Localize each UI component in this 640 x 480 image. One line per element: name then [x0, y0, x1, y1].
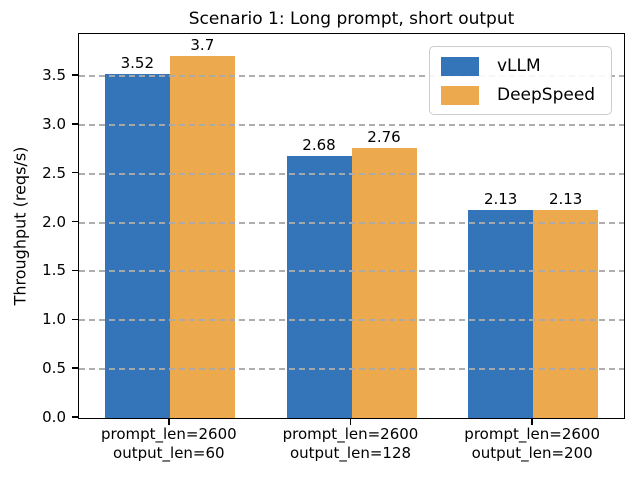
legend-entry-vllm: vLLM: [441, 56, 595, 76]
x-tick-label: prompt_len=2600 output_len=60: [69, 425, 269, 463]
y-tick-label: 0.0: [42, 408, 66, 426]
y-tick-mark: [72, 220, 78, 223]
bar-deepspeed-0: [169, 56, 235, 418]
legend-label: DeepSpeed: [497, 85, 596, 105]
bar-value-label: 2.13: [548, 189, 583, 208]
x-tick-label-line: output_len=200: [471, 444, 593, 462]
x-tick-label-line: output_len=128: [289, 444, 412, 462]
gridline-y-3: [79, 123, 624, 126]
y-tick-label: 1.0: [42, 310, 66, 329]
gridline-y-2.5: [79, 172, 624, 175]
bar-value-label: 3.52: [120, 54, 155, 73]
y-tick-label: 2.5: [42, 163, 66, 182]
y-tick-mark: [72, 416, 78, 418]
y-tick-mark: [72, 367, 78, 369]
y-tick-label: 1.5: [42, 261, 66, 280]
y-tick-label: 3.0: [42, 114, 66, 133]
y-tick-mark: [72, 269, 78, 272]
y-tick-label: 2.0: [42, 212, 66, 231]
x-tick-label-line: prompt_len=2600: [282, 425, 419, 443]
x-tick-mark: [168, 419, 170, 425]
gridline-y-0.5: [79, 368, 624, 371]
legend-entry-deepspeed: DeepSpeed: [441, 85, 595, 105]
gridline-y-2: [79, 221, 624, 224]
bar-vllm-0: [104, 74, 170, 418]
x-tick-label-line: prompt_len=2600: [100, 425, 237, 443]
x-tick-label: prompt_len=2600 output_len=128: [251, 425, 451, 463]
bar-deepspeed-1: [351, 148, 417, 418]
x-tick-label: prompt_len=2600 output_len=200: [432, 425, 632, 463]
y-tick-mark: [72, 318, 78, 321]
bar-value-label: 2.13: [483, 189, 518, 208]
legend: vLLM DeepSpeed: [429, 46, 613, 115]
bar-value-label: 2.68: [302, 136, 336, 155]
bar-value-label: 2.76: [367, 128, 401, 147]
y-tick-mark: [72, 171, 78, 174]
legend-swatch-vllm: [441, 56, 479, 76]
x-tick-label-line: output_len=60: [113, 444, 225, 462]
gridline-y-3.5: [79, 75, 624, 77]
y-tick-mark: [72, 74, 78, 76]
legend-swatch-deepspeed: [441, 85, 479, 105]
legend-label: vLLM: [497, 56, 541, 76]
bar-value-label: 3.7: [190, 36, 215, 55]
bar-deepspeed-2: [533, 209, 599, 418]
y-tick-label: 0.5: [42, 359, 66, 378]
x-tick-label-line: prompt_len=2600: [464, 425, 600, 443]
y-tick-label: 3.5: [42, 66, 66, 84]
gridline-y-1.5: [79, 270, 624, 273]
x-tick-mark: [531, 419, 533, 425]
bar-vllm-2: [468, 209, 534, 418]
bar-vllm-1: [286, 156, 352, 418]
gridline-y-1: [79, 319, 624, 322]
y-tick-mark: [72, 123, 78, 125]
x-tick-mark: [349, 419, 352, 425]
chart-title: Scenario 1: Long prompt, short output: [188, 9, 515, 29]
